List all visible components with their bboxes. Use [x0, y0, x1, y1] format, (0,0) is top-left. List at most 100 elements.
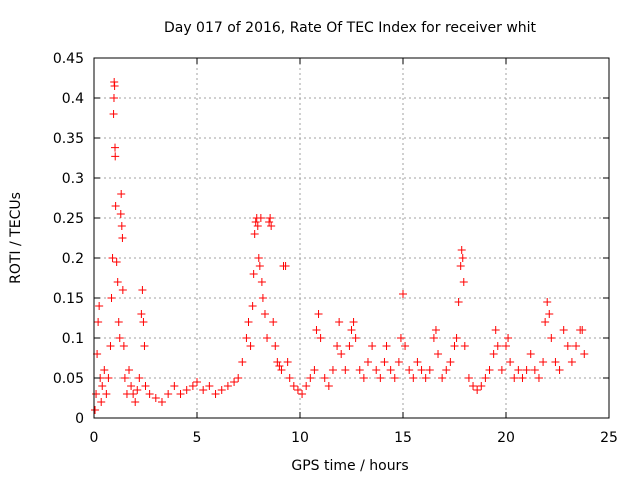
data-point — [106, 342, 115, 350]
data-point — [260, 310, 269, 318]
x-tick-label: 20 — [497, 430, 515, 446]
data-point — [306, 374, 315, 382]
data-point — [539, 358, 548, 366]
data-point — [102, 390, 111, 398]
data-point — [254, 254, 263, 262]
data-point — [285, 374, 294, 382]
data-point — [555, 366, 564, 374]
data-point — [502, 342, 510, 350]
data-point — [510, 374, 519, 382]
data-point — [251, 218, 260, 226]
data-point — [257, 278, 266, 286]
data-point — [514, 366, 523, 374]
data-point — [116, 210, 125, 218]
data-point — [140, 342, 149, 350]
data-point — [111, 143, 120, 152]
data-point — [266, 214, 275, 222]
data-point — [394, 358, 403, 366]
data-point — [267, 222, 276, 230]
data-point — [108, 254, 117, 262]
data-point — [355, 366, 364, 374]
data-point — [457, 246, 466, 254]
data-point — [111, 152, 120, 161]
chart-title: Day 017 of 2016, Rate Of TEC Index for r… — [164, 20, 537, 36]
data-points — [91, 78, 589, 414]
data-point — [534, 374, 543, 382]
data-point — [506, 358, 515, 366]
data-point — [314, 310, 323, 318]
data-point — [271, 342, 280, 350]
data-point — [454, 298, 463, 306]
data-point — [335, 318, 344, 326]
data-point — [217, 386, 226, 394]
data-point — [145, 390, 154, 398]
y-tick-label: 0.45 — [53, 51, 84, 67]
data-point — [431, 326, 440, 334]
data-point — [485, 366, 494, 374]
data-point — [491, 326, 500, 334]
data-point — [277, 366, 286, 374]
data-point — [349, 318, 358, 326]
data-point — [368, 342, 377, 350]
data-point — [363, 358, 372, 366]
data-point — [473, 386, 482, 394]
data-point — [137, 310, 146, 318]
data-point — [452, 334, 461, 342]
data-point — [138, 286, 147, 294]
y-axis-label: ROTI / TECUs — [8, 192, 24, 284]
data-point — [460, 342, 469, 350]
data-point — [302, 382, 311, 390]
data-point — [242, 334, 251, 342]
data-point — [114, 318, 123, 326]
data-point — [382, 342, 391, 350]
data-point — [269, 318, 278, 326]
data-point — [563, 342, 572, 350]
data-point — [265, 218, 274, 226]
data-point — [396, 334, 405, 342]
data-point — [139, 318, 148, 326]
data-point — [263, 334, 272, 342]
data-point — [211, 390, 220, 398]
data-point — [244, 318, 253, 326]
data-point — [481, 374, 490, 382]
data-point — [182, 386, 191, 394]
data-point — [109, 94, 118, 102]
data-point — [405, 366, 414, 374]
data-point — [199, 386, 208, 394]
data-point — [359, 374, 368, 382]
data-point — [248, 302, 257, 310]
data-point — [176, 390, 185, 398]
data-point — [409, 374, 418, 382]
data-point — [324, 382, 333, 390]
data-point — [399, 290, 407, 298]
data-point — [545, 310, 554, 318]
data-point — [119, 342, 128, 350]
x-tick-label: 25 — [600, 430, 618, 446]
data-point — [193, 378, 201, 386]
data-point — [91, 406, 100, 414]
data-point — [141, 382, 150, 390]
data-point — [289, 382, 298, 390]
y-tick-label: 0.3 — [62, 171, 84, 187]
data-point — [572, 342, 581, 350]
data-point — [310, 366, 319, 374]
x-axis-label: GPS time / hours — [291, 458, 408, 474]
data-point — [469, 382, 478, 390]
data-point — [458, 254, 467, 262]
data-point — [98, 382, 107, 390]
data-point — [425, 366, 434, 374]
data-point — [421, 374, 430, 382]
data-point — [230, 378, 239, 386]
data-point — [246, 342, 255, 350]
data-point — [255, 262, 264, 270]
data-point — [543, 298, 552, 306]
data-point — [530, 366, 539, 374]
data-point — [497, 366, 506, 374]
data-point — [328, 366, 337, 374]
data-point — [110, 82, 119, 90]
data-point — [417, 366, 426, 374]
data-point — [446, 358, 455, 366]
data-point — [234, 374, 243, 382]
data-point — [489, 350, 498, 358]
